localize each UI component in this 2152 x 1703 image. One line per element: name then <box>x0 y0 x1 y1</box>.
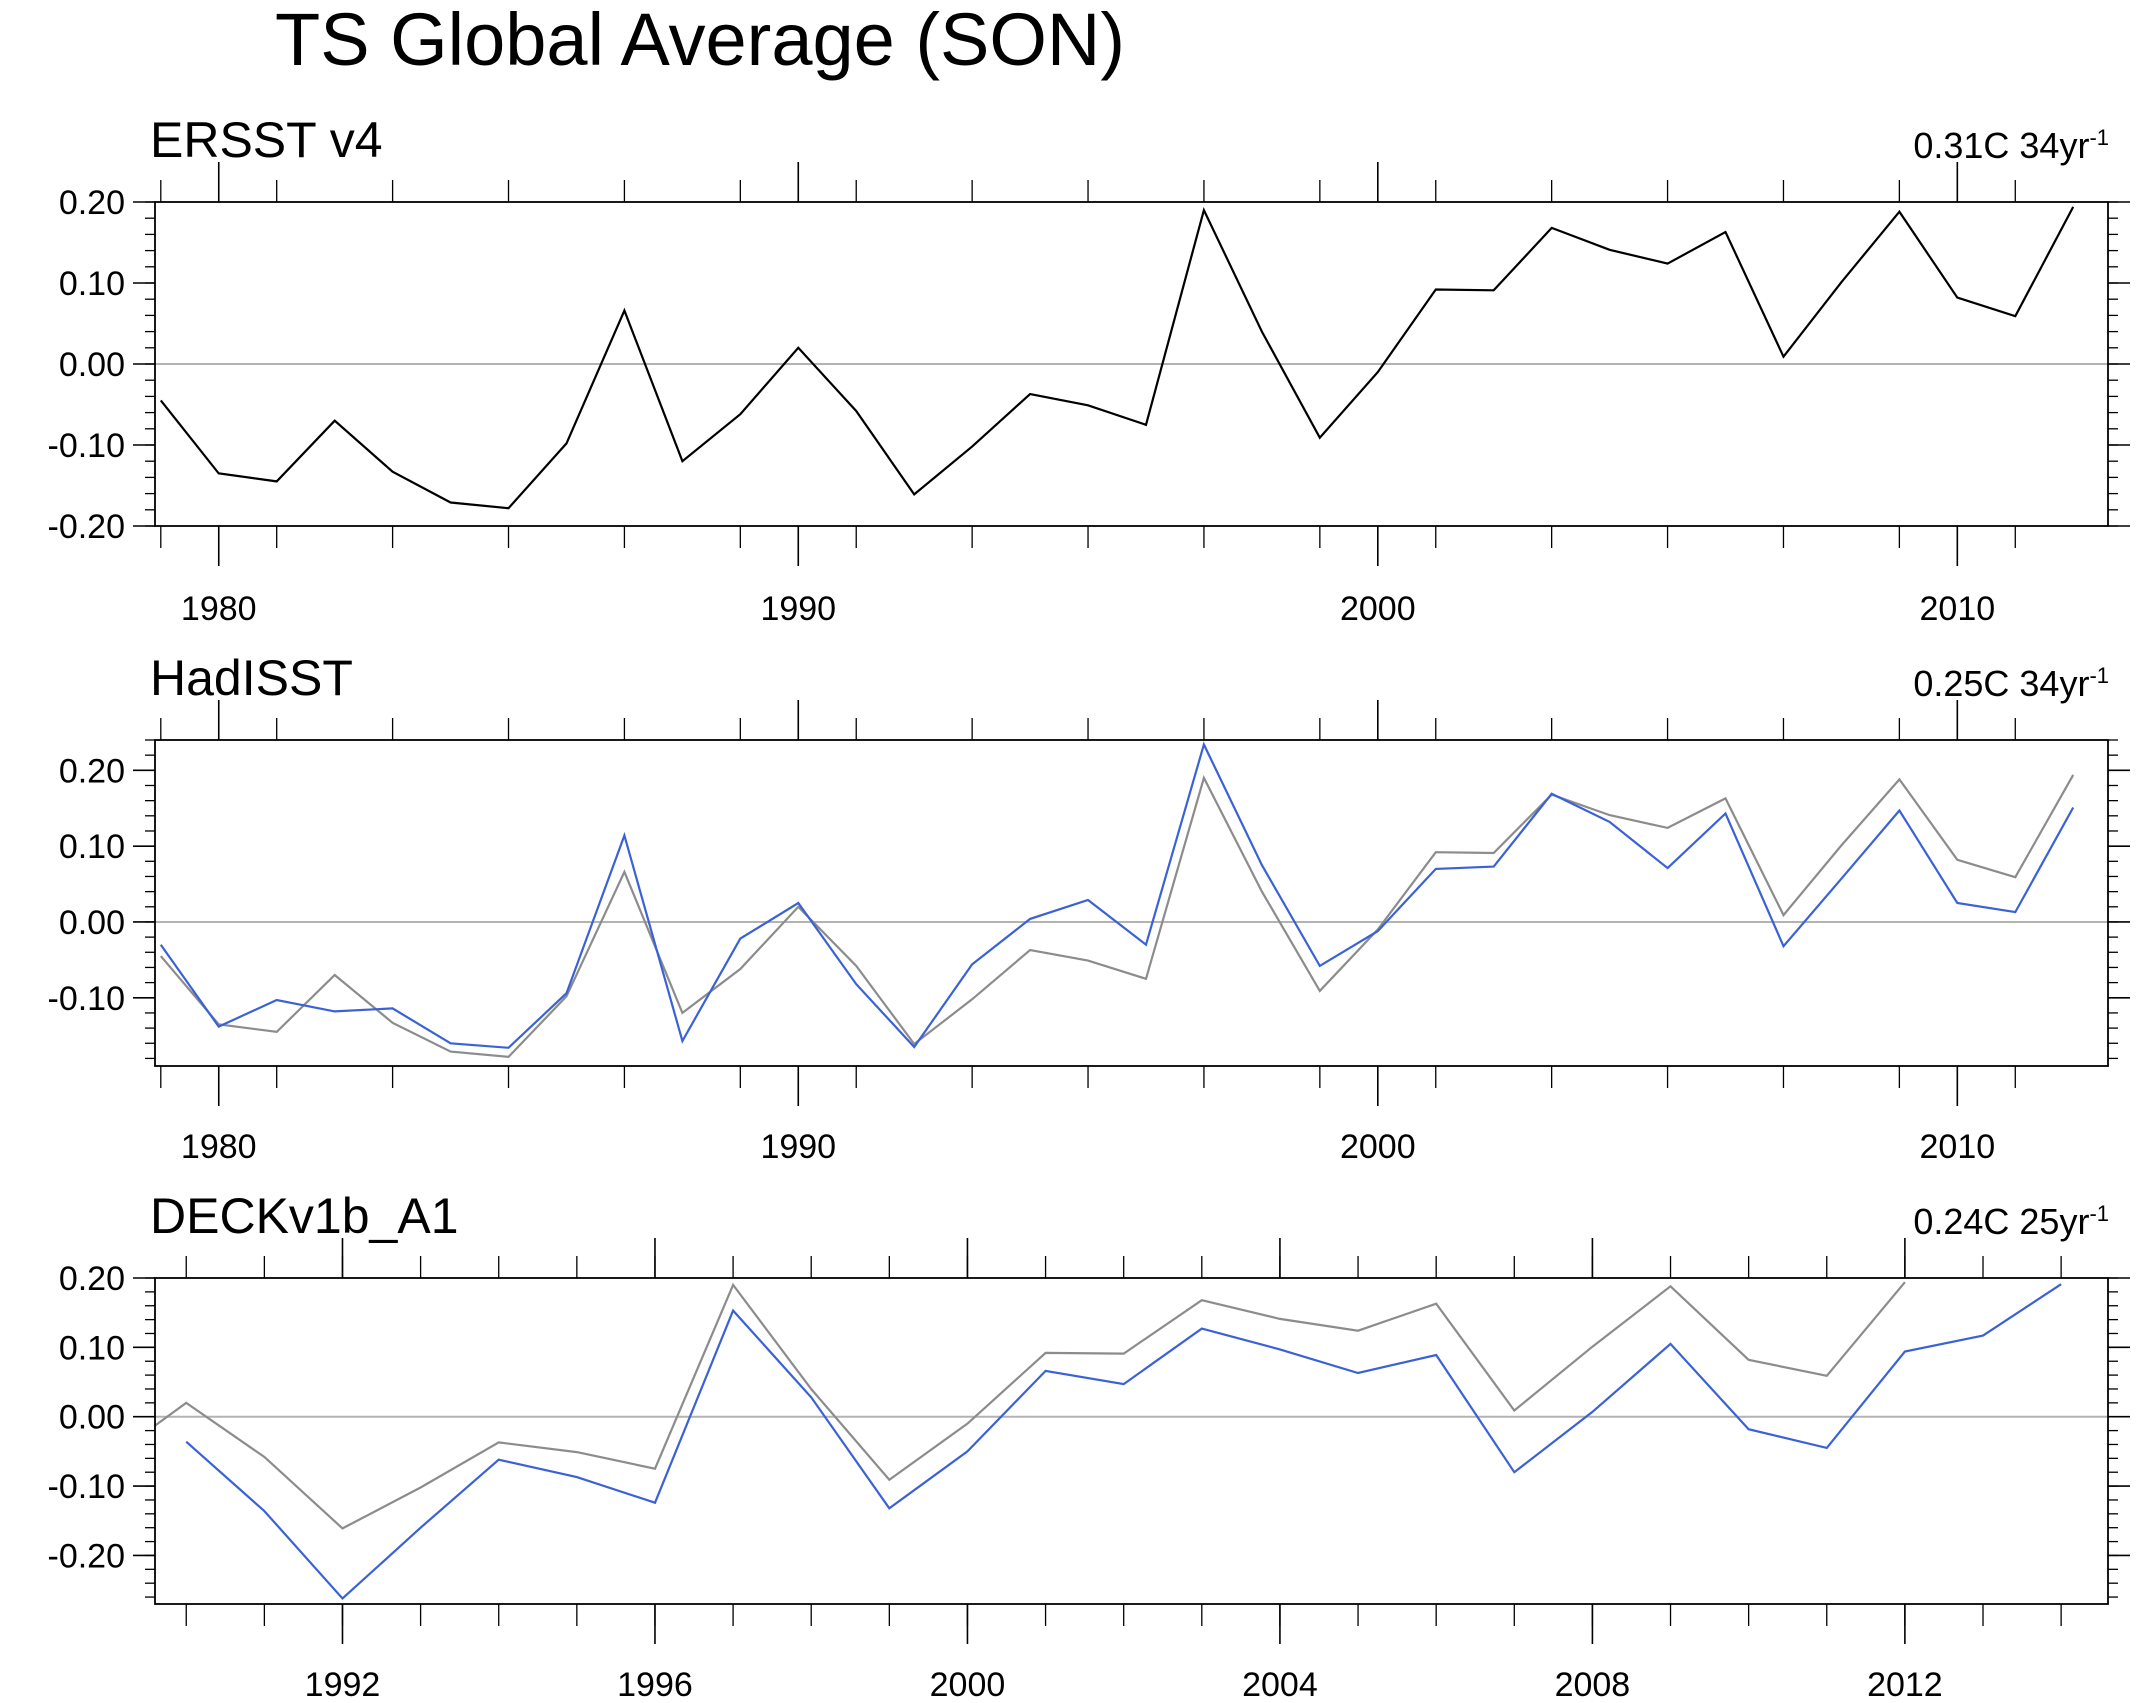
panel-3-trend: 0.24C 25yr-1 <box>1913 1201 2109 1242</box>
panel-3-series-reference-overlay <box>155 1281 1906 1530</box>
panel-1-title: ERSST v4 <box>150 112 383 168</box>
panel-3-y-tick-label: 0.10 <box>59 1329 125 1367</box>
panel-3-x-tick-label: 1996 <box>617 1666 693 1703</box>
panel-3-y-tick-label: -0.20 <box>48 1537 126 1575</box>
panel-2-y-tick-label: 0.00 <box>59 904 125 942</box>
panel-1-x-tick-label: 1980 <box>181 590 257 628</box>
panel-2-x-tick-label: 2010 <box>1920 1128 1996 1166</box>
panel-1-y-tick-label: 0.20 <box>59 184 125 222</box>
panel-2-y-tick-label: 0.10 <box>59 828 125 866</box>
panel-1-x-tick-label: 2000 <box>1340 590 1416 628</box>
panel-3-y-tick-label: -0.10 <box>48 1468 126 1506</box>
panel-2-title: HadISST <box>150 650 353 706</box>
panel-1-y-tick-label: -0.20 <box>48 508 126 546</box>
panel-3-plot-frame <box>154 1277 2109 1605</box>
panel-1-y-tick-label: 0.00 <box>59 346 125 384</box>
panel-3-title: DECKv1b_A1 <box>150 1188 459 1244</box>
panel-3-y-tick-label: 0.20 <box>59 1260 125 1298</box>
panel-2-trend: 0.25C 34yr-1 <box>1913 663 2109 704</box>
panel-2-y-tick-label: 0.20 <box>59 752 125 790</box>
figure-title: TS Global Average (SON) <box>275 0 1125 81</box>
panel-2-x-tick-label: 1990 <box>760 1128 836 1166</box>
panel-1-y-tick-label: 0.10 <box>59 265 125 303</box>
panel-3-x-tick-label: 1992 <box>305 1666 381 1703</box>
panel-2-plot-frame <box>154 739 2109 1067</box>
panel-3-series-model <box>185 1283 2062 1601</box>
panel-3-x-tick-label: 2000 <box>930 1666 1006 1703</box>
panel-2-y-tick-label: -0.10 <box>48 980 126 1018</box>
panel-1-plot-frame <box>154 201 2109 527</box>
panel-2-series-reference-overlay <box>159 774 2075 1059</box>
panel-2-series-model <box>159 741 2075 1049</box>
panel-1-y-tick-label: -0.10 <box>48 427 126 465</box>
panel-1-trend: 0.31C 34yr-1 <box>1913 125 2109 166</box>
panel-1-x-tick-label: 1990 <box>760 590 836 628</box>
panel-3-x-tick-label: 2008 <box>1555 1666 1631 1703</box>
panel-3-x-tick-label: 2012 <box>1867 1666 1943 1703</box>
panel-3-y-tick-label: 0.00 <box>59 1399 125 1437</box>
panel-2-x-tick-label: 2000 <box>1340 1128 1416 1166</box>
panel-1-x-tick-label: 2010 <box>1920 590 1996 628</box>
panel-3-x-tick-label: 2004 <box>1242 1666 1318 1703</box>
panel-2-x-tick-label: 1980 <box>181 1128 257 1166</box>
panel-1-series-reference <box>159 206 2075 510</box>
